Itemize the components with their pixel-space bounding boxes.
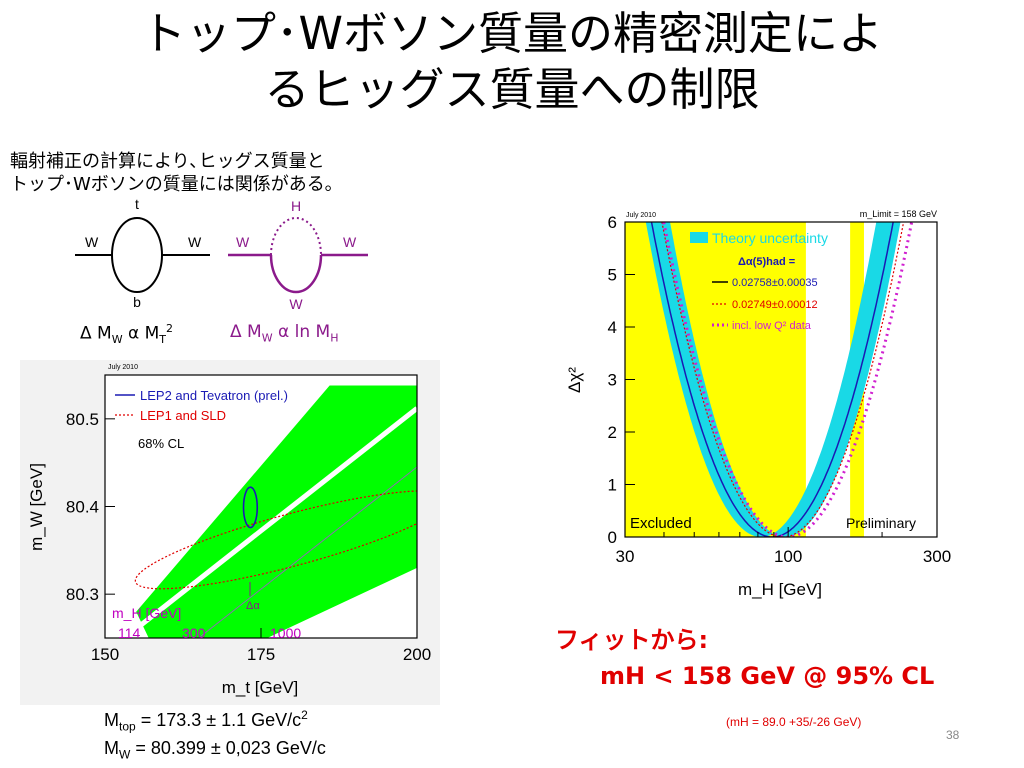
- slide-title: トップ･Wボソン質量の精密測定によ るヒッグス質量への制限: [60, 6, 964, 118]
- legend-entry-1: 0.02758±0.00035: [732, 277, 818, 289]
- y-tick-label: 3: [608, 371, 617, 390]
- title-line-2: るヒッグス質量への制限: [264, 63, 760, 116]
- y-tick-label: 5: [608, 266, 617, 285]
- excluded-region: [625, 222, 806, 537]
- legend-entry-3: incl. low Q² data: [732, 320, 812, 332]
- feynman-diagram-higgs: H W W W: [228, 198, 368, 312]
- mtop-value: Mtop = 173.3 ± 1.1 GeV/c2: [104, 708, 308, 734]
- chart-l-date: July 2010: [108, 364, 138, 371]
- legend-theory: Theory uncertainty: [712, 230, 828, 246]
- x-tick-label: 100: [774, 547, 802, 566]
- delta-alpha-label: Δα: [246, 600, 260, 612]
- relation-mw-mt: Δ MW α MT2: [80, 322, 174, 347]
- delta-chi2-vs-mh-chart: 30 100 300 0 1 2 3 4 5 6 July 2010 m_Limit = 158 …: [565, 209, 952, 599]
- excluded-label: Excluded: [630, 515, 692, 532]
- chart-l-xlabel: m_t [GeV]: [222, 678, 299, 697]
- mw-value: MW = 80.399 ± 0,023 GeV/c: [104, 738, 326, 762]
- y-tick-label: 2: [608, 423, 617, 442]
- legend-entry-2: 0.02749±0.00012: [732, 299, 818, 311]
- x-tick-label: 300: [923, 547, 951, 566]
- mh-value-1000: 1000: [270, 625, 301, 641]
- mh-band-label: m_H [GeV]: [112, 605, 181, 621]
- higgs-diagram-top-label: H: [291, 198, 301, 214]
- diagram-out-label: W: [188, 234, 202, 250]
- theory-uncertainty-band: [645, 222, 901, 537]
- title-line-1: トップ･Wボソン質量の精密測定によ: [141, 7, 883, 60]
- chart-r-ticks: 30 100 300 0 1 2 3 4 5 6: [608, 213, 952, 566]
- diagram-in-label: W: [85, 234, 99, 250]
- x-tick-label: 30: [616, 547, 635, 566]
- curve-red: [661, 222, 905, 537]
- intro-line-1: 輻射補正の計算により､ヒッグス質量と: [10, 151, 325, 172]
- intro-text: 輻射補正の計算により､ヒッグス質量と トップ･Wボソンの質量には関係がある｡: [10, 150, 334, 196]
- fit-limit: mH < 158 GeV @ 95% CL: [600, 662, 935, 690]
- lep2-tevatron-ellipse: [242, 486, 259, 529]
- diagram-top-label: t: [135, 196, 139, 212]
- legend-lep2: LEP2 and Tevatron (prel.): [140, 388, 288, 403]
- feynman-diagram-top: t b W W: [75, 196, 210, 310]
- mh-band-center-line: [198, 466, 417, 638]
- y-tick-label: 6: [608, 213, 617, 232]
- preliminary-label: Preliminary: [846, 515, 916, 531]
- y-tick-label: 80.3: [66, 585, 99, 604]
- legend-lep1: LEP1 and SLD: [140, 408, 226, 423]
- mh-value-300: 300: [182, 625, 206, 641]
- relation-mw-mh: Δ MW α ln MH: [230, 322, 339, 345]
- y-tick-label: 4: [608, 318, 617, 337]
- chart-r-ylabel: Δχ²: [565, 367, 584, 393]
- chart-l-ticks: 150 175 200 80.3 80.4 80.5: [66, 410, 431, 664]
- higgs-diagram-bottom-label: W: [289, 296, 303, 312]
- x-tick-label: 200: [403, 645, 431, 664]
- higgs-diagram-in-label: W: [236, 234, 250, 250]
- fit-heading: フィットから:: [555, 626, 709, 654]
- chart-r-mlimit: m_Limit = 158 GeV: [860, 209, 937, 219]
- curve-magenta: [662, 222, 914, 537]
- mw-vs-mt-chart: 150 175 200 80.3 80.4 80.5 July 2010 LEP2 and…: [20, 360, 440, 705]
- y-tick-label: 80.4: [66, 498, 99, 517]
- mh-value-114: 114: [118, 625, 141, 641]
- fit-note: (mH = 89.0 +35/-26 GeV): [726, 715, 862, 729]
- chart-l-ylabel: m_W [GeV]: [27, 463, 46, 551]
- y-tick-label: 1: [608, 476, 617, 495]
- chart-r-xlabel: m_H [GeV]: [738, 580, 822, 599]
- mh-band-white-line: [128, 406, 417, 636]
- y-tick-label: 0: [608, 528, 617, 547]
- x-tick-label: 175: [247, 645, 275, 664]
- chart-r-date: July 2010: [626, 212, 656, 219]
- legend-cl: 68% CL: [138, 436, 184, 451]
- y-tick-label: 80.5: [66, 410, 99, 429]
- page-number: 38: [946, 728, 960, 742]
- legend-dalpha-title: Δα(5)had =: [738, 256, 795, 268]
- x-tick-label: 150: [91, 645, 119, 664]
- higgs-diagram-out-label: W: [343, 234, 357, 250]
- diagram-bottom-label: b: [133, 294, 141, 310]
- intro-line-2: トップ･Wボソンの質量には関係がある｡: [10, 174, 334, 195]
